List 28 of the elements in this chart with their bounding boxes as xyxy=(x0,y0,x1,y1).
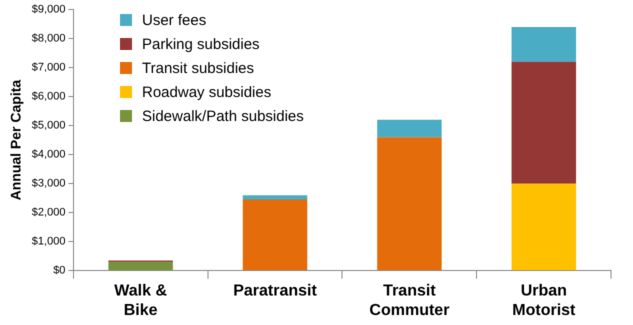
y-tick-label: $1,000 xyxy=(32,236,66,248)
bar xyxy=(108,262,173,270)
y-tick-label: $9,000 xyxy=(32,4,66,16)
y-axis-title: Annual Per Capita xyxy=(7,80,24,200)
x-tick-label: Paratransit xyxy=(233,282,318,300)
y-tick-label: $3,000 xyxy=(32,178,66,190)
y-tick-label: $2,000 xyxy=(32,206,66,219)
y-tick-label: $5,000 xyxy=(32,120,66,132)
bar xyxy=(512,184,576,270)
x-tick-label: Transit Commuter xyxy=(369,282,450,319)
y-tick-label: $0 xyxy=(53,264,66,277)
legend-label: User fees xyxy=(142,12,206,28)
legend-label: Roadway subsidies xyxy=(142,84,272,100)
bar xyxy=(377,120,442,138)
x-tick-label: Walk & Bike xyxy=(114,282,168,319)
bar xyxy=(242,195,308,200)
bar xyxy=(242,200,308,270)
y-tick-label: $7,000 xyxy=(32,62,66,74)
y-tick-label: $4,000 xyxy=(32,148,66,161)
x-tick-label: Urban Motorist xyxy=(512,282,576,319)
legend-label: Transit subsidies xyxy=(142,60,254,76)
bar xyxy=(377,137,442,270)
y-tick-label: $6,000 xyxy=(32,90,66,103)
bar xyxy=(512,62,576,184)
legend-label: Parking subsidies xyxy=(142,36,260,52)
bar xyxy=(512,27,576,62)
legend-label: Sidewalk/Path subsidies xyxy=(142,108,304,124)
y-tick-label: $8,000 xyxy=(32,32,66,45)
